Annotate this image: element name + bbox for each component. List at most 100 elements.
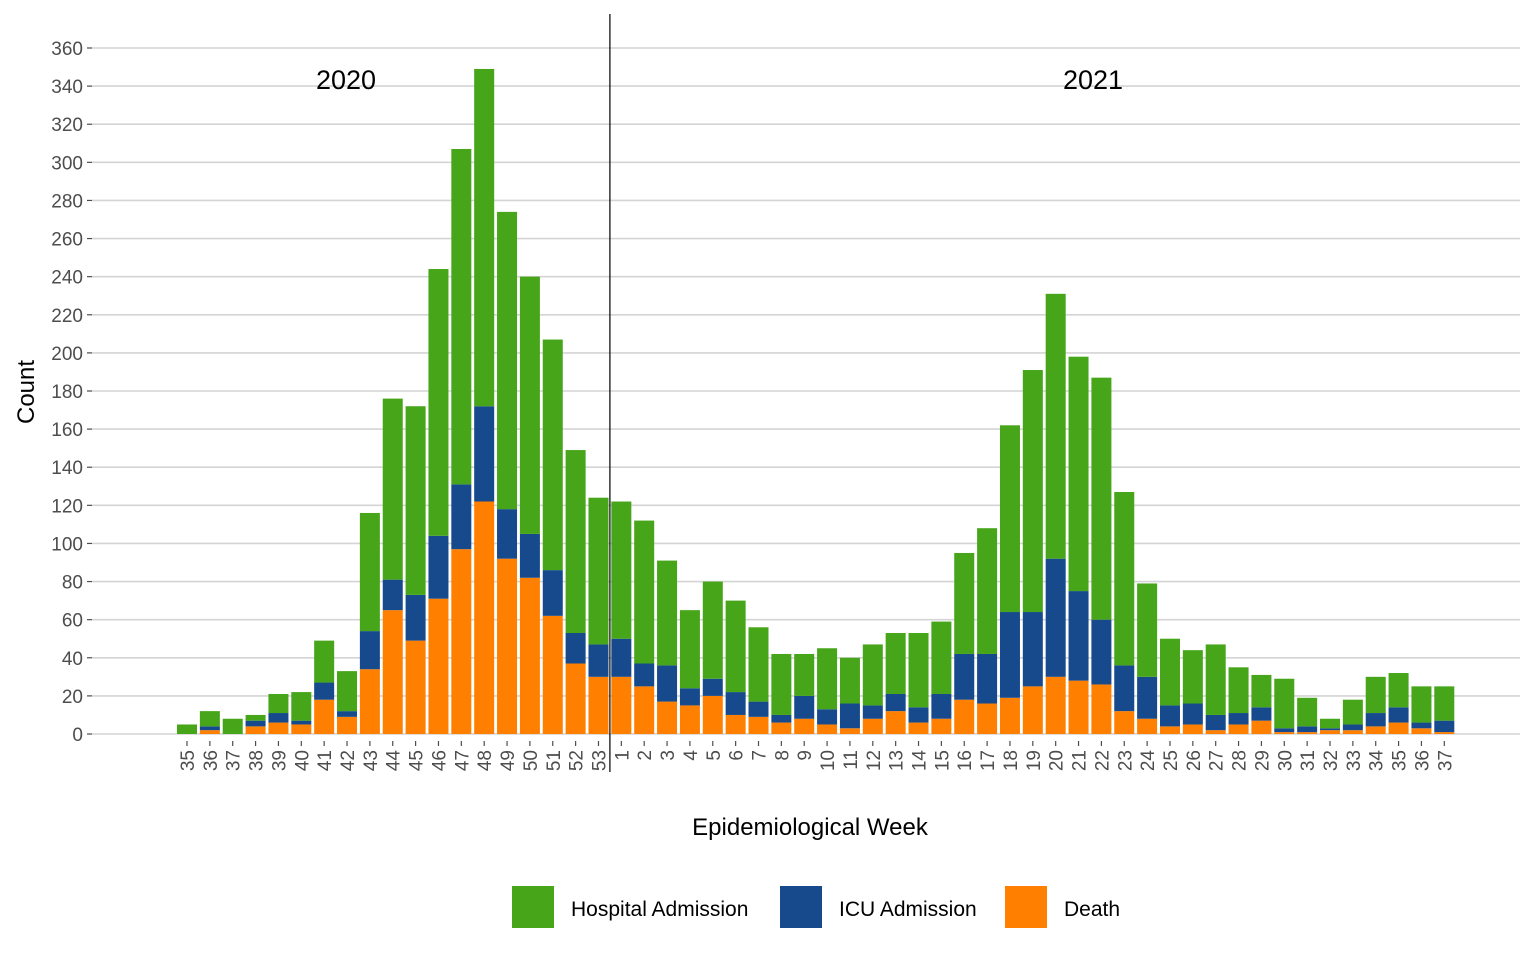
bar-icu-admission-11: [428, 535, 449, 599]
bar-death-3: [245, 726, 266, 734]
bar-death-35: [977, 703, 998, 734]
x-tick-label-2: 37: [224, 750, 245, 771]
x-tick-label-33: 15: [932, 750, 953, 771]
bar-hospital-admission-5: [291, 692, 312, 721]
x-tick-label-11: 46: [429, 750, 450, 771]
x-tick-label-37: 19: [1024, 750, 1045, 771]
y-tick-label-280: 280: [51, 191, 83, 212]
bar-death-50: [1320, 730, 1340, 734]
x-tick-label-36: 18: [1001, 750, 1022, 771]
bar-icu-admission-3: [245, 720, 266, 727]
bar-death-40: [1091, 684, 1112, 734]
x-tick-label-23: 5: [704, 750, 725, 761]
bar-icu-admission-6: [314, 682, 335, 700]
bar-icu-admission-4: [268, 713, 289, 723]
y-tick-label-260: 260: [51, 230, 83, 251]
bar-icu-admission-23: [702, 678, 723, 696]
x-tick-label-43: 25: [1161, 750, 1182, 771]
y-tick-label-160: 160: [51, 420, 83, 441]
bar-death-31: [885, 711, 906, 734]
bar-icu-admission-34: [954, 653, 975, 700]
bar-icu-admission-19: [611, 638, 632, 677]
bar-icu-admission-37: [1022, 612, 1043, 687]
bar-hospital-admission-15: [519, 276, 540, 534]
bar-hospital-admission-49: [1297, 697, 1318, 727]
bar-hospital-admission-36: [999, 425, 1020, 613]
y-axis-title: Count: [13, 360, 40, 424]
bar-death-5: [291, 724, 312, 734]
x-tick-label-55: 37: [1435, 750, 1456, 771]
x-tick-label-48: 30: [1275, 750, 1296, 771]
bar-death-17: [565, 663, 586, 734]
bar-icu-admission-54: [1411, 722, 1432, 729]
bar-death-41: [1114, 711, 1135, 734]
x-tick-label-29: 11: [841, 750, 862, 770]
bar-icu-admission-51: [1342, 724, 1363, 731]
bar-hospital-admission-42: [1137, 583, 1158, 677]
bar-hospital-admission-53: [1388, 673, 1409, 708]
x-tick-label-21: 3: [658, 750, 679, 761]
bar-icu-admission-14: [497, 509, 518, 559]
bar-death-4: [268, 722, 289, 734]
bar-icu-admission-31: [885, 693, 906, 712]
bar-icu-admission-32: [908, 707, 929, 723]
bar-marks: [177, 68, 1455, 734]
x-tick-label-40: 22: [1092, 750, 1113, 771]
bar-hospital-admission-30: [862, 644, 883, 706]
y-tick-label-360: 360: [51, 39, 83, 60]
bar-icu-admission-13: [474, 406, 495, 502]
bar-icu-admission-55: [1434, 720, 1455, 733]
bar-hospital-admission-3: [245, 714, 266, 721]
bar-icu-admission-1: [199, 726, 220, 731]
bar-hospital-admission-18: [588, 497, 609, 645]
bar-icu-admission-40: [1091, 619, 1112, 685]
bar-hospital-admission-45: [1205, 644, 1226, 715]
bar-hospital-admission-48: [1274, 678, 1295, 729]
bar-hospital-admission-50: [1320, 718, 1340, 729]
y-tick-label-320: 320: [51, 115, 83, 136]
x-tick-label-7: 42: [338, 750, 359, 771]
bar-hospital-admission-27: [794, 653, 815, 696]
bar-death-53: [1388, 722, 1409, 734]
x-tick-label-19: 1: [612, 750, 633, 761]
x-tick-label-9: 44: [384, 750, 405, 772]
y-tick-label-120: 120: [51, 496, 83, 517]
bar-hospital-admission-9: [382, 398, 403, 580]
bar-hospital-admission-24: [725, 600, 746, 693]
bar-hospital-admission-2: [222, 718, 243, 734]
bar-hospital-admission-46: [1228, 667, 1249, 714]
bar-hospital-admission-25: [748, 627, 769, 702]
x-tick-label-17: 52: [567, 750, 588, 771]
bar-hospital-admission-21: [657, 560, 678, 666]
bar-death-27: [794, 718, 815, 734]
bar-death-23: [702, 695, 723, 734]
x-tick-label-45: 27: [1207, 750, 1228, 771]
y-tick-label-0: 0: [72, 725, 83, 746]
bar-hospital-admission-13: [474, 68, 495, 407]
bar-death-42: [1137, 718, 1158, 734]
bar-hospital-admission-26: [771, 653, 792, 715]
bar-hospital-admission-51: [1342, 699, 1363, 725]
bar-death-28: [817, 724, 838, 734]
bar-icu-admission-50: [1320, 728, 1340, 731]
bar-death-39: [1068, 680, 1089, 734]
x-tick-label-3: 38: [247, 750, 268, 771]
bar-hospital-admission-47: [1251, 674, 1272, 708]
bar-death-52: [1365, 726, 1386, 734]
bar-hospital-admission-54: [1411, 686, 1432, 723]
bar-icu-admission-9: [382, 579, 403, 611]
bar-hospital-admission-4: [268, 693, 289, 714]
legend: Hospital Admission ICU Admission Death: [512, 886, 1120, 928]
x-tick-label-24: 6: [727, 750, 748, 761]
y-tick-label-340: 340: [51, 77, 83, 98]
bar-death-34: [954, 699, 975, 734]
x-tick-label-32: 14: [910, 750, 931, 772]
bar-icu-admission-8: [359, 631, 380, 670]
bar-hospital-admission-39: [1068, 356, 1089, 592]
bar-icu-admission-25: [748, 701, 769, 717]
x-axis: 35 36 37 38 39 40 41 42 43 44 45 46 47 48 49 50 51 52 53 1 2…: [178, 741, 1456, 771]
bar-icu-admission-17: [565, 633, 586, 664]
bar-icu-admission-5: [291, 720, 312, 725]
bar-death-54: [1411, 728, 1432, 734]
bar-icu-admission-41: [1114, 665, 1135, 712]
